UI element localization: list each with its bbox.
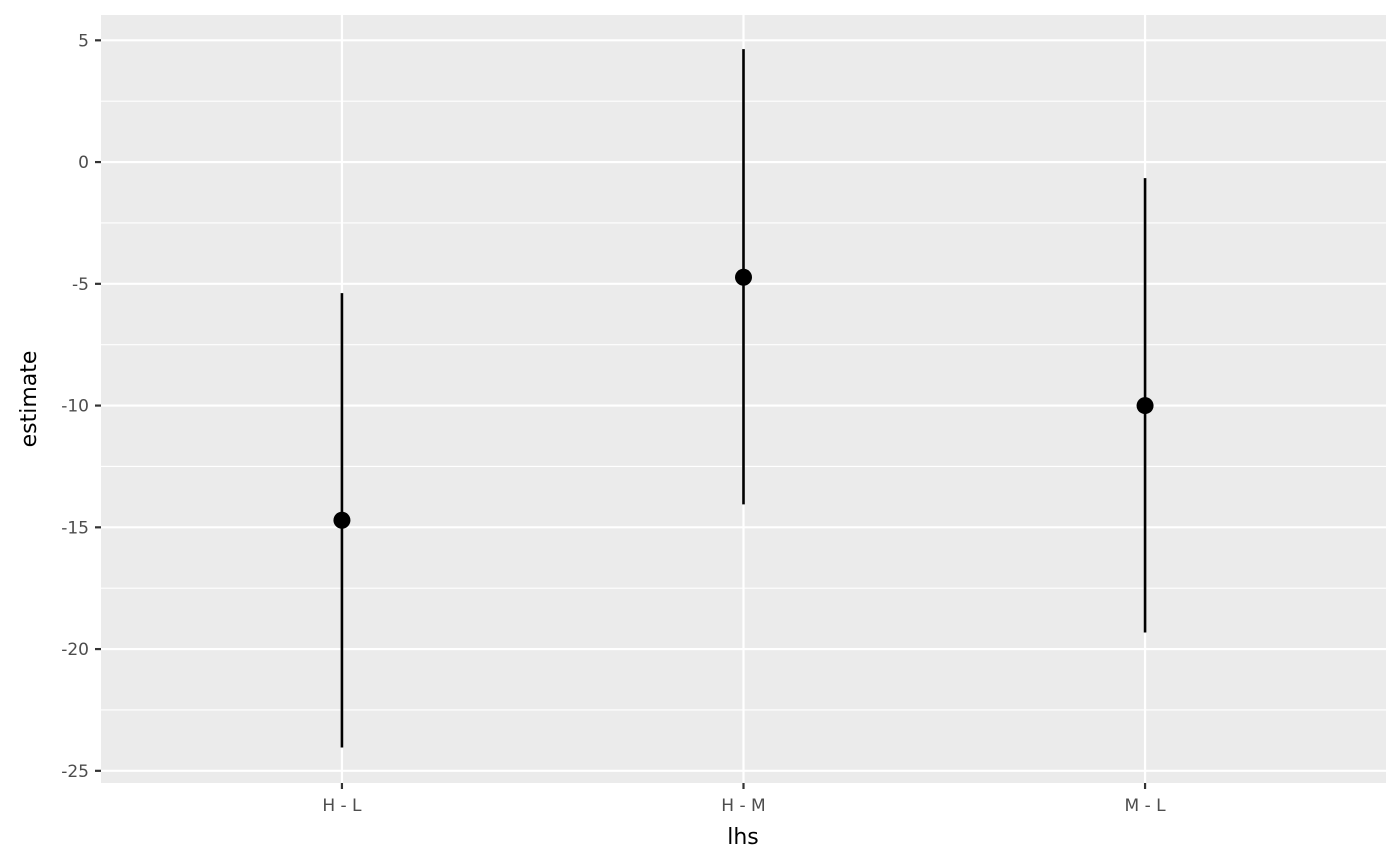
y-tick-label: 0 <box>78 153 89 173</box>
y-tick-label: -20 <box>61 640 89 660</box>
estimate-point <box>1136 397 1154 415</box>
x-tick-label: H - L <box>322 796 362 816</box>
y-tick-label: -15 <box>61 518 89 538</box>
y-axis-title: estimate <box>17 351 42 448</box>
y-tick-label: -25 <box>61 762 89 782</box>
x-axis-title: lhs <box>727 825 759 850</box>
y-tick-label: -5 <box>72 275 89 295</box>
x-tick-label: M - L <box>1125 796 1167 816</box>
y-axis: 5 0 -5 -10 -15 -20 -25 <box>61 31 101 782</box>
estimate-point <box>735 268 752 286</box>
y-tick-label: 5 <box>78 31 89 51</box>
pointranges <box>333 49 1154 748</box>
estimate-point <box>333 511 351 529</box>
x-tick-label: H - M <box>721 796 765 816</box>
y-tick-label: -10 <box>61 397 89 417</box>
